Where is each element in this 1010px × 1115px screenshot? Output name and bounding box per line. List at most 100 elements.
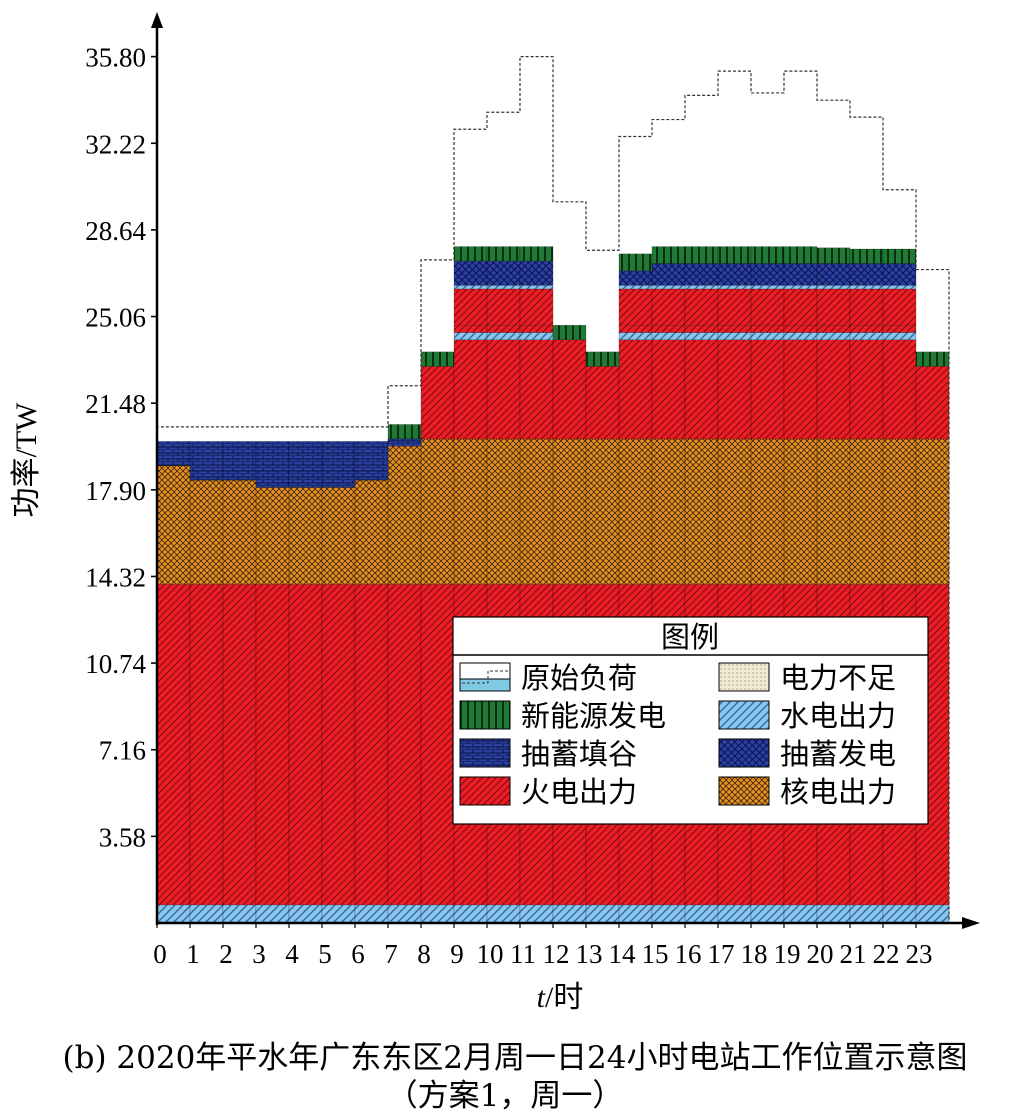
hydro-segment — [453, 332, 488, 341]
thermal-segment — [849, 339, 884, 440]
hydro-segment — [684, 285, 719, 290]
thermal-segment — [453, 288, 488, 326]
thermal-segment — [618, 288, 653, 326]
legend-swatch-line — [462, 670, 508, 684]
x-tick-label: 16 — [675, 939, 702, 969]
thermal-segment — [717, 288, 752, 326]
thermal-segment — [354, 583, 389, 906]
hydro-segment — [849, 332, 884, 341]
x-axis-label: t/时 — [537, 981, 584, 1014]
renew-segment — [552, 324, 587, 341]
hydro-segment — [717, 904, 752, 924]
x-tick-label: 5 — [318, 939, 332, 969]
nuclear-segment — [453, 438, 488, 585]
hydro-segment — [156, 904, 191, 924]
legend-swatch — [718, 738, 770, 768]
pumpgen-segment — [783, 263, 818, 286]
renew-segment — [453, 246, 488, 262]
thermal-segment — [882, 288, 917, 326]
hydro-segment — [519, 285, 554, 290]
thermal-segment — [816, 339, 851, 440]
x-tick-label: 6 — [351, 939, 365, 969]
hydro-segment — [387, 904, 422, 924]
hydro-segment — [321, 904, 356, 924]
hydro-segment — [618, 904, 653, 924]
thermal-segment — [717, 339, 752, 440]
nuclear-segment — [651, 438, 686, 585]
hydro-segment — [453, 904, 488, 924]
hydro-segment — [717, 332, 752, 341]
pumpfill-segment — [321, 441, 356, 488]
legend-title: 图例 — [661, 621, 719, 654]
x-tick-label: 14 — [609, 939, 637, 969]
x-tick-label: 3 — [252, 939, 266, 969]
pumpgen-segment — [519, 260, 554, 286]
thermal-segment — [684, 339, 719, 440]
thermal-segment — [519, 339, 554, 440]
legend-label: 抽蓄发电 — [780, 738, 896, 771]
thermal-segment — [222, 583, 257, 906]
renew-segment — [849, 248, 884, 264]
y-tick-label: 17.90 — [85, 476, 146, 506]
x-tick-label: 13 — [576, 939, 603, 969]
legend-label: 抽蓄填谷 — [521, 738, 637, 771]
y-ticks: 3.58 7.16 10.74 14.32 17.90 21.48 25.06 28.64 32… — [85, 43, 157, 852]
x-tick-label: 12 — [543, 939, 570, 969]
x-tick-label: 23 — [906, 939, 933, 969]
legend-swatch — [459, 776, 511, 806]
thermal-segment — [288, 583, 323, 906]
hydro-segment — [783, 904, 818, 924]
axes — [151, 12, 980, 929]
renew-segment — [618, 253, 653, 272]
nuclear-segment — [816, 438, 851, 585]
legend-swatch — [718, 700, 770, 730]
hydro-segment — [420, 904, 455, 924]
hydro-segment — [288, 904, 323, 924]
thermal-segment — [189, 583, 224, 906]
legend-item-hydro: 水电出力 — [718, 700, 896, 733]
hydro-segment — [519, 332, 554, 341]
thermal-segment — [717, 324, 752, 333]
thermal-segment — [783, 339, 818, 440]
hydro-segment — [453, 285, 488, 290]
nuclear-segment — [255, 487, 290, 585]
x-tick-label: 2 — [219, 939, 233, 969]
y-tick-label: 14.32 — [85, 562, 146, 592]
hydro-segment — [882, 904, 917, 924]
y-tick-label: 10.74 — [85, 649, 146, 679]
nuclear-segment — [321, 487, 356, 585]
legend-label: 原始负荷 — [521, 662, 637, 695]
y-tick-label: 25.06 — [85, 303, 146, 333]
legend-swatch — [718, 776, 770, 806]
thermal-segment — [519, 288, 554, 326]
legend-item-shortage: 电力不足 — [718, 662, 896, 695]
legend-item-thermal: 火电出力 — [459, 776, 637, 809]
legend-swatch — [718, 662, 770, 692]
pumpfill-segment — [255, 441, 290, 488]
thermal-segment — [849, 324, 884, 333]
thermal-segment — [783, 288, 818, 326]
x-tick-label: 15 — [642, 939, 669, 969]
thermal-segment — [453, 339, 488, 440]
thermal-segment — [618, 324, 653, 333]
x-tick-label: 11 — [510, 939, 536, 969]
renew-segment — [519, 246, 554, 262]
thermal-segment — [783, 324, 818, 333]
thermal-segment — [816, 324, 851, 333]
thermal-segment — [684, 288, 719, 326]
hydro-segment — [783, 285, 818, 290]
nuclear-segment — [519, 438, 554, 585]
legend-label: 水电出力 — [780, 700, 896, 733]
nuclear-segment — [882, 438, 917, 585]
thermal-segment — [882, 324, 917, 333]
y-tick-label: 35.80 — [85, 43, 146, 73]
legend-item-pumpfill: 抽蓄填谷 — [459, 738, 637, 771]
nuclear-segment — [189, 479, 224, 585]
original-load-step — [156, 56, 950, 923]
legend-label: 新能源发电 — [521, 700, 666, 733]
legend-item-nuclear: 核电出力 — [718, 776, 896, 809]
hydro-segment — [255, 904, 290, 924]
pumpgen-segment — [684, 263, 719, 286]
thermal-segment — [618, 339, 653, 440]
y-axis-arrow — [151, 12, 163, 28]
